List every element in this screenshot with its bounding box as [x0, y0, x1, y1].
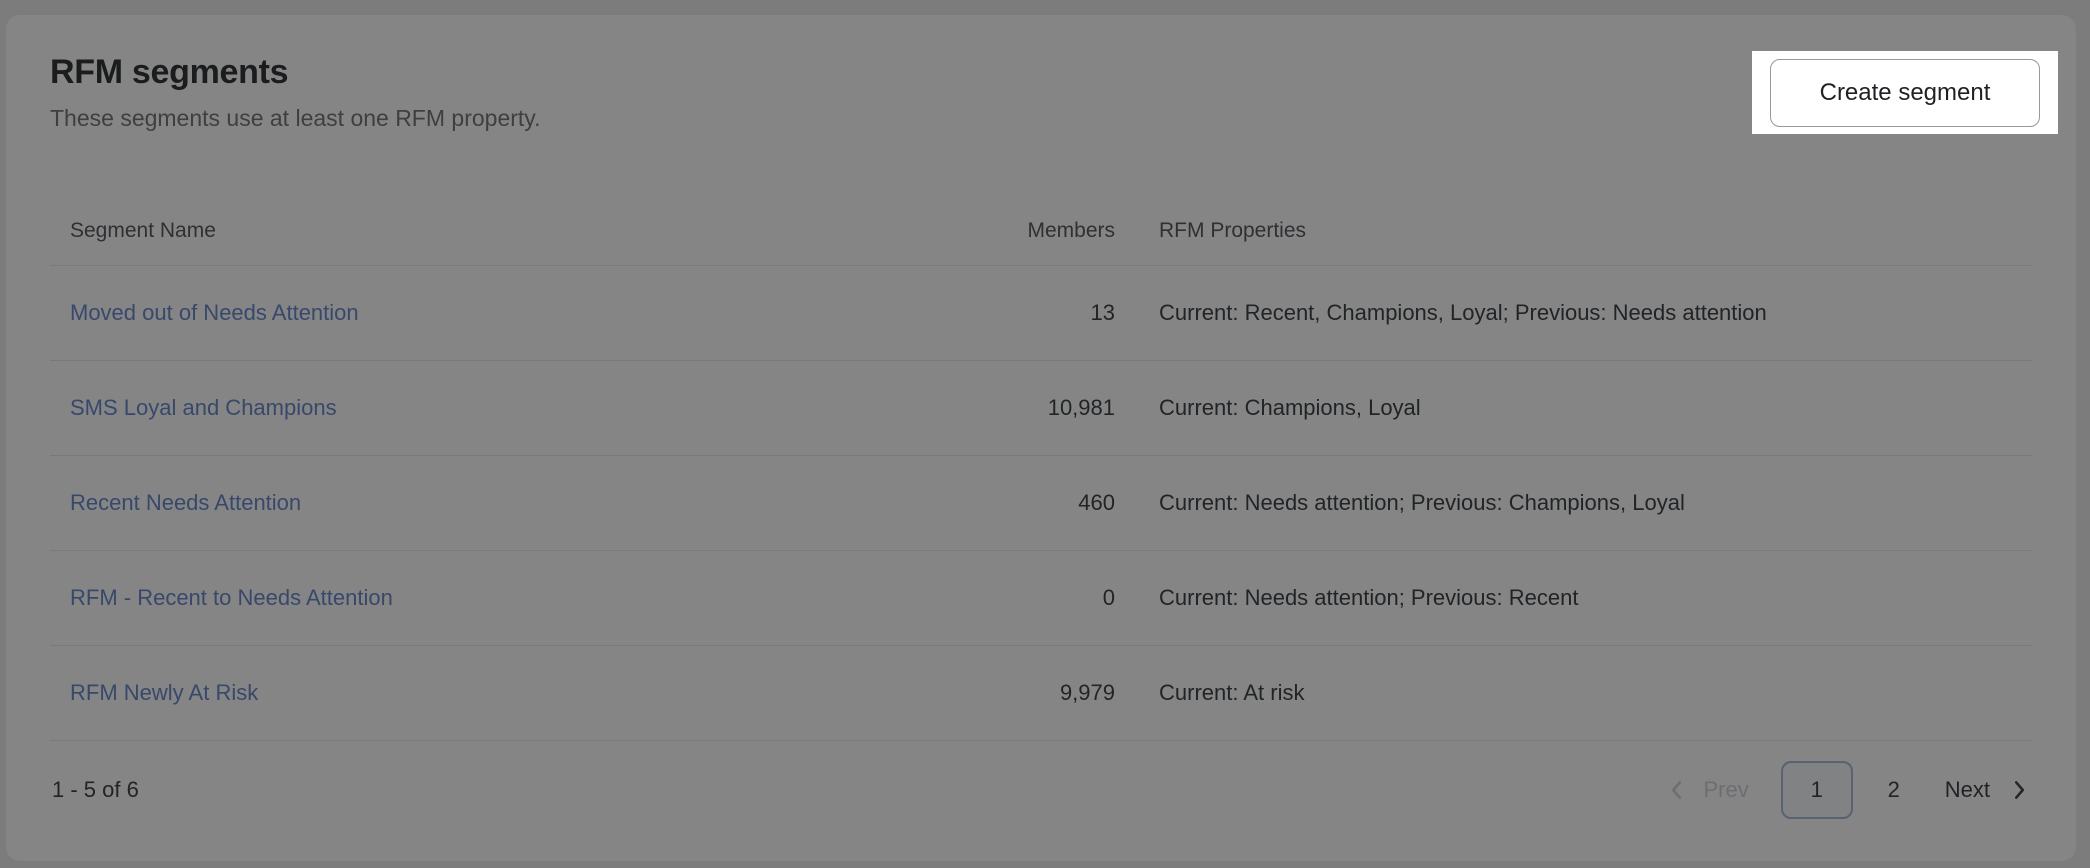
create-segment-spotlight: Create segment	[1752, 51, 2058, 134]
create-segment-button[interactable]: Create segment	[1770, 58, 2040, 127]
